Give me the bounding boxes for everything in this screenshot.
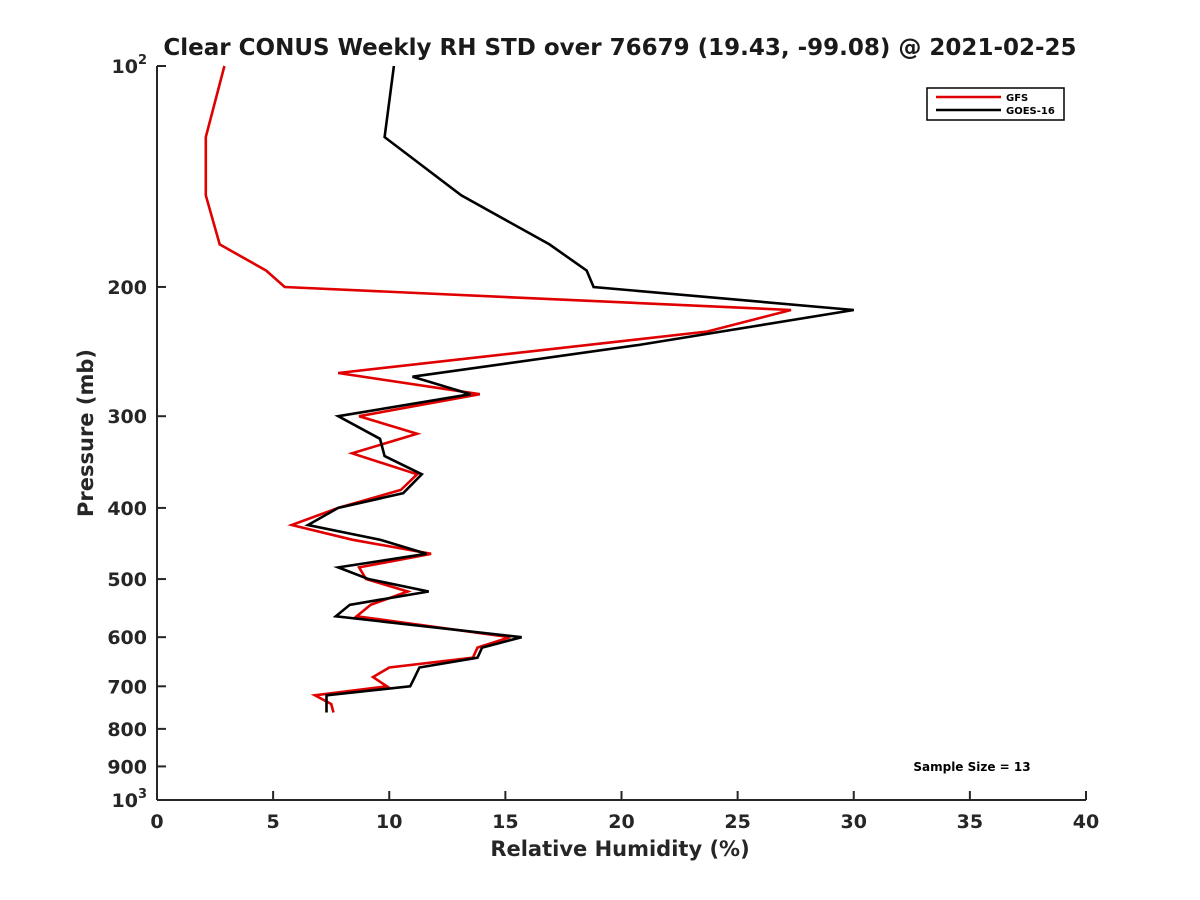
y-tick-label: 400	[107, 498, 147, 520]
legend-label-goes16: GOES-16	[1006, 106, 1055, 117]
x-tick-label: 20	[608, 811, 634, 833]
series-layer	[204, 65, 855, 713]
y-tick-label: 103	[112, 787, 148, 812]
y-tick-label: 900	[107, 756, 147, 778]
legend: GFS GOES-16	[926, 87, 1065, 121]
chart-title: Clear CONUS Weekly RH STD over 76679 (19…	[163, 35, 1076, 61]
sample-size-annotation: Sample Size = 13	[913, 760, 1030, 774]
series-line-0	[204, 65, 792, 713]
series-line-1	[304, 65, 855, 713]
x-tick-label: 5	[267, 811, 280, 833]
x-tick-label: 30	[841, 811, 867, 833]
x-tick-label: 0	[150, 811, 163, 833]
x-tick-label: 35	[957, 811, 983, 833]
x-axis-label: Relative Humidity (%)	[490, 837, 749, 861]
legend-box	[926, 87, 1065, 121]
legend-label-gfs: GFS	[1006, 93, 1028, 104]
x-tick-label: 15	[492, 811, 518, 833]
y-tick-label: 700	[107, 676, 147, 698]
x-tick-label: 25	[724, 811, 750, 833]
y-tick-label: 500	[107, 569, 147, 591]
x-tick-label: 40	[1073, 811, 1099, 833]
axes-layer: 0 5 10 15 20 25 30 35 40 102 200 300 400 500 600 700 800…	[107, 53, 1099, 833]
x-tick-label: 10	[376, 811, 402, 833]
y-tick-label: 102	[112, 53, 148, 78]
y-tick-label: 800	[107, 719, 147, 741]
y-axis-label: Pressure (mb)	[74, 349, 98, 517]
y-tick-label: 200	[107, 277, 147, 299]
y-tick-label: 300	[107, 406, 147, 428]
y-tick-label: 600	[107, 627, 147, 649]
